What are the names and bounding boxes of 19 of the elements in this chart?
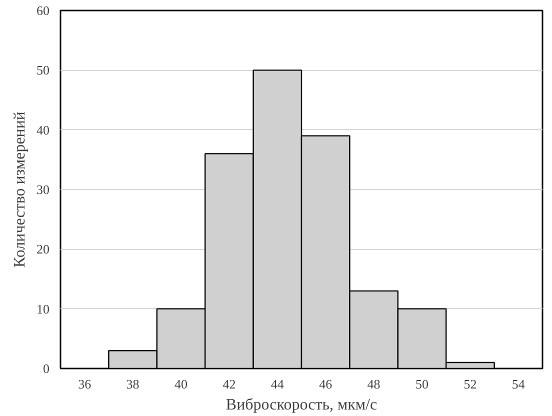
x-tick-label: 52 xyxy=(464,376,477,392)
y-tick-label: 0 xyxy=(43,361,50,376)
y-tick-label: 20 xyxy=(36,242,50,257)
y-axis-title: Количество измерений xyxy=(12,111,28,268)
x-tick-label: 40 xyxy=(174,376,188,392)
x-tick-label: 54 xyxy=(512,376,526,392)
y-tick-label: 60 xyxy=(36,3,50,18)
x-tick-label: 48 xyxy=(367,376,380,392)
y-tick-label: 50 xyxy=(36,62,50,78)
x-axis-title: Виброскорость, мкм/с xyxy=(226,396,378,414)
y-tick-label: 30 xyxy=(36,182,50,197)
x-tick-label: 42 xyxy=(222,376,236,392)
x-tick-label: 38 xyxy=(126,376,140,392)
y-tick-label: 40 xyxy=(36,122,50,138)
y-tick-label: 10 xyxy=(36,301,50,316)
x-tick-label: 44 xyxy=(270,376,284,392)
x-tick-label: 46 xyxy=(319,376,333,392)
x-tick-label: 50 xyxy=(416,376,428,392)
x-tick-label: 36 xyxy=(78,376,92,392)
